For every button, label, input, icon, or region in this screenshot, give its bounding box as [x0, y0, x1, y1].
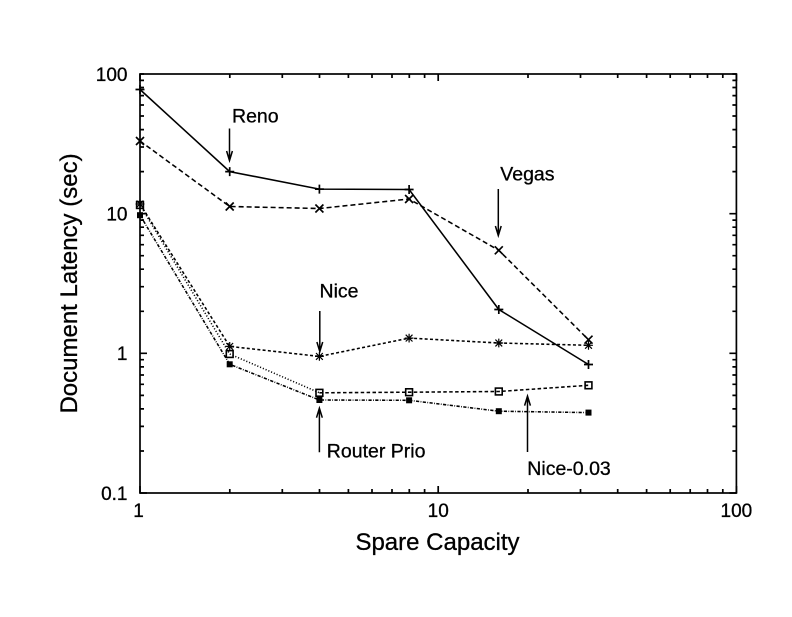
- svg-text:Document Latency (sec): Document Latency (sec): [56, 153, 83, 413]
- svg-text:10: 10: [106, 205, 127, 226]
- svg-text:100: 100: [96, 65, 128, 86]
- svg-text:Nice-0.03: Nice-0.03: [527, 458, 610, 480]
- svg-text:Reno: Reno: [232, 106, 279, 128]
- svg-text:1: 1: [133, 501, 144, 522]
- svg-text:10: 10: [428, 501, 449, 522]
- svg-text:Spare Capacity: Spare Capacity: [355, 529, 519, 556]
- svg-text:Nice: Nice: [320, 281, 359, 303]
- svg-text:100: 100: [721, 501, 753, 522]
- svg-text:Vegas: Vegas: [500, 164, 554, 186]
- svg-text:0.1: 0.1: [101, 484, 127, 505]
- svg-text:1: 1: [117, 344, 128, 365]
- svg-text:Router Prio: Router Prio: [327, 441, 426, 463]
